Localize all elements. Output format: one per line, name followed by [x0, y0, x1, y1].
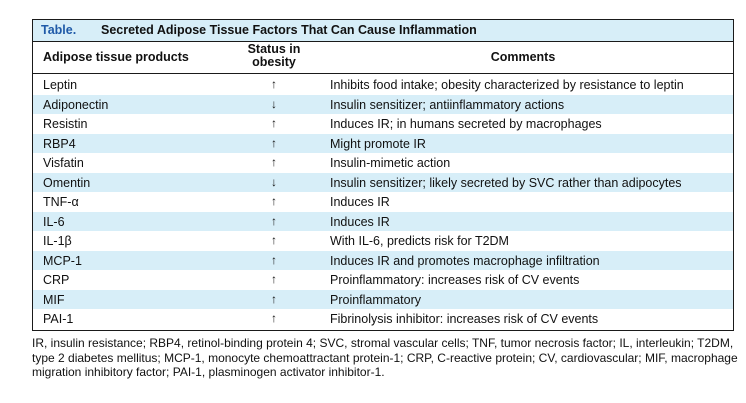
- status-arrow: ↑: [271, 77, 277, 91]
- header-adipose-products: Adipose tissue products: [43, 50, 189, 64]
- table-row: Omentin ↓ Insulin sensitizer; likely sec…: [33, 172, 733, 192]
- comment-cell: Insulin sensitizer; antiinflammatory act…: [330, 97, 565, 112]
- product-cell: IL-1β: [43, 234, 72, 248]
- header-status-line1: Status in: [247, 42, 301, 56]
- table-caption: Table. Secreted Adipose Tissue Factors T…: [33, 20, 733, 42]
- table-row: Leptin ↑ Inhibits food intake; obesity c…: [33, 75, 733, 95]
- table-body: Leptin ↑ Inhibits food intake; obesity c…: [33, 75, 733, 329]
- product-cell: PAI-1: [43, 312, 74, 326]
- comment-cell: Fibrinolysis inhibitor: increases risk o…: [330, 312, 599, 326]
- header-comments: Comments: [490, 50, 556, 64]
- comment-cell: Insulin-mimetic action: [330, 156, 451, 170]
- comment-cell: Induces IR: [330, 195, 390, 209]
- product-cell: Leptin: [43, 78, 78, 92]
- status-arrow: ↑: [271, 116, 277, 130]
- product-cell: Adiponectin: [43, 97, 109, 112]
- status-arrow: ↑: [271, 291, 277, 306]
- status-arrow: ↑: [271, 252, 277, 267]
- header-divider: [33, 73, 733, 74]
- table-footnote: IR, insulin resistance; RBP4, retinol-bi…: [32, 336, 738, 380]
- status-arrow: ↑: [271, 135, 277, 150]
- caption-label: Table.: [41, 23, 77, 37]
- inflammation-table: Table. Secreted Adipose Tissue Factors T…: [32, 19, 734, 331]
- status-arrow: ↑: [271, 311, 277, 325]
- status-arrow: ↑: [271, 155, 277, 169]
- product-cell: MCP-1: [43, 253, 82, 268]
- product-cell: Resistin: [43, 117, 88, 131]
- product-cell: TNF-α: [43, 195, 79, 209]
- comment-cell: Might promote IR: [330, 136, 426, 151]
- status-arrow: ↓: [271, 174, 277, 189]
- product-cell: IL-6: [43, 214, 65, 229]
- table-header-row: Adipose tissue products Status in obesit…: [33, 42, 733, 72]
- comment-cell: Proinflammatory: [330, 292, 421, 307]
- table-row: MCP-1 ↑ Induces IR and promotes macropha…: [33, 250, 733, 270]
- caption-title: Secreted Adipose Tissue Factors That Can…: [101, 23, 477, 37]
- status-arrow: ↓: [271, 96, 277, 111]
- table-row: CRP ↑ Proinflammatory: increases risk of…: [33, 270, 733, 290]
- table-row: Visfatin ↑ Insulin-mimetic action: [33, 153, 733, 173]
- table-row: RBP4 ↑ Might promote IR: [33, 133, 733, 153]
- comment-cell: Proinflammatory: increases risk of CV ev…: [330, 273, 580, 287]
- comment-cell: Insulin sensitizer; likely secreted by S…: [330, 175, 682, 190]
- comment-cell: With IL-6, predicts risk for T2DM: [330, 234, 509, 248]
- status-arrow: ↑: [271, 213, 277, 228]
- status-arrow: ↑: [271, 194, 277, 208]
- comment-cell: Induces IR; in humans secreted by macrop…: [330, 117, 602, 131]
- table-row: IL-6 ↑ Induces IR: [33, 211, 733, 231]
- status-arrow: ↑: [271, 233, 277, 247]
- table-row: Adiponectin ↓ Insulin sensitizer; antiin…: [33, 94, 733, 114]
- comment-cell: Induces IR and promotes macrophage infil…: [330, 253, 600, 268]
- comment-cell: Inhibits food intake; obesity characteri…: [330, 78, 684, 92]
- table-row: PAI-1 ↑ Fibrinolysis inhibitor: increase…: [33, 309, 733, 329]
- product-cell: RBP4: [43, 136, 76, 151]
- table-row: IL-1β ↑ With IL-6, predicts risk for T2D…: [33, 231, 733, 251]
- header-status-line2: obesity: [252, 55, 296, 69]
- table-row: Resistin ↑ Induces IR; in humans secrete…: [33, 114, 733, 134]
- product-cell: MIF: [43, 292, 65, 307]
- comment-cell: Induces IR: [330, 214, 390, 229]
- table-row: MIF ↑ Proinflammatory: [33, 289, 733, 309]
- product-cell: CRP: [43, 273, 70, 287]
- status-arrow: ↑: [271, 272, 277, 286]
- table-row: TNF-α ↑ Induces IR: [33, 192, 733, 212]
- product-cell: Visfatin: [43, 156, 84, 170]
- product-cell: Omentin: [43, 175, 91, 190]
- header-status: Status in obesity: [209, 43, 339, 69]
